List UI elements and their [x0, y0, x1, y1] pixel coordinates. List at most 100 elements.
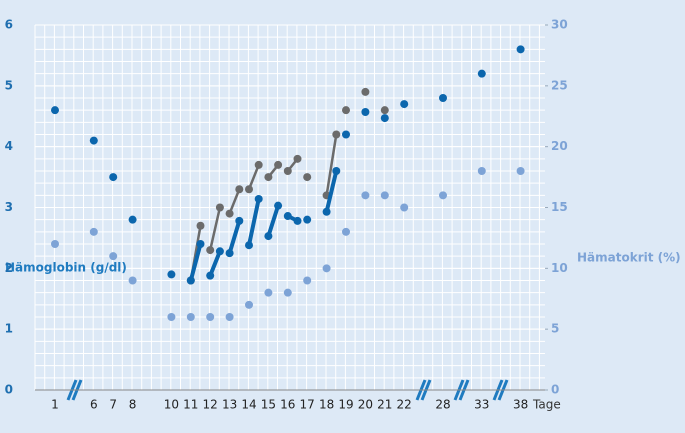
data-point	[293, 216, 302, 225]
y-tick-label: 1	[5, 322, 13, 336]
x-tick-label: 12	[203, 398, 218, 412]
data-point	[283, 288, 292, 297]
x-tick-label: 15	[261, 398, 276, 412]
grid	[34, 24, 545, 391]
data-point	[342, 106, 350, 115]
x-tick-label: 8	[129, 398, 137, 412]
x-tick-label: 38	[513, 398, 528, 412]
x-axis-label: Tage	[532, 398, 561, 412]
x-tick-label: 21	[377, 398, 392, 412]
x-tick-label: 6	[90, 398, 98, 412]
data-point	[293, 154, 302, 163]
x-tick-label: 11	[183, 398, 198, 412]
data-point	[380, 114, 389, 123]
data-point	[439, 94, 447, 102]
y-axis-label: Hämoglobin (g/dl)	[5, 261, 127, 275]
data-point	[274, 160, 283, 169]
data-point	[215, 247, 224, 256]
data-point	[51, 106, 59, 115]
y2-tick-label: 15	[551, 200, 568, 214]
y-tick-label: 5	[5, 78, 13, 92]
data-point	[128, 215, 137, 224]
data-point	[303, 173, 312, 182]
y2-tick-label: 5	[551, 322, 559, 336]
data-point	[303, 276, 312, 285]
data-point	[196, 221, 205, 230]
data-point	[225, 209, 234, 218]
data-point	[206, 313, 215, 321]
data-point	[322, 264, 331, 273]
data-point	[439, 191, 447, 200]
data-point	[361, 87, 370, 96]
data-point	[303, 215, 312, 224]
data-point	[245, 300, 253, 309]
data-point	[322, 207, 331, 216]
y2-tick-label: 25	[551, 78, 568, 92]
data-point	[380, 106, 389, 115]
data-point	[89, 227, 98, 236]
data-point	[186, 276, 195, 285]
data-point	[400, 203, 409, 212]
x-tick-label: 20	[358, 398, 373, 412]
data-point	[361, 107, 370, 116]
data-point	[109, 252, 118, 261]
x-tick-label: 19	[338, 398, 353, 412]
x-tick-label: 18	[319, 398, 334, 412]
data-point	[225, 313, 234, 321]
data-point	[245, 185, 253, 194]
x-tick-label: 14	[241, 398, 256, 412]
data-point	[235, 185, 244, 194]
data-point	[274, 201, 283, 210]
data-point	[254, 194, 263, 203]
data-point	[332, 167, 341, 175]
x-tick-label: 10	[164, 398, 179, 412]
x-tick-label: 33	[474, 398, 489, 412]
y-tick-label: 4	[5, 139, 13, 153]
data-point	[51, 240, 59, 248]
x-tick-label: 1	[51, 398, 59, 412]
data-point	[167, 270, 176, 279]
data-point	[516, 167, 525, 175]
y2-tick-label: 20	[551, 139, 568, 153]
x-tick-label: 16	[280, 398, 295, 412]
data-point	[283, 167, 292, 175]
data-point	[477, 167, 486, 175]
data-point	[332, 130, 341, 139]
data-point	[342, 130, 350, 139]
x-tick-label: 17	[300, 398, 315, 412]
y2-tick-label: 30	[551, 18, 568, 32]
data-point	[206, 246, 215, 255]
data-point	[361, 191, 370, 200]
data-point	[235, 216, 244, 225]
y2-axis-label: Hämatokrit (%)	[577, 251, 681, 265]
x-tick-label: 22	[397, 398, 412, 412]
y-tick-label: 3	[5, 200, 13, 214]
data-point	[283, 212, 292, 221]
y2-tick-label: 10	[551, 261, 568, 275]
x-tick-label: 13	[222, 398, 237, 412]
series-line	[208, 198, 299, 277]
data-point	[206, 271, 215, 280]
data-point	[128, 276, 137, 285]
data-point	[196, 240, 205, 248]
data-point	[264, 173, 273, 182]
data-point	[380, 191, 389, 200]
data-point	[254, 160, 263, 169]
x-tick-label: 28	[435, 398, 450, 412]
data-point	[516, 45, 525, 54]
data-point	[342, 227, 350, 236]
data-point	[186, 313, 195, 321]
series-line	[189, 134, 338, 281]
x-tick-label: 7	[109, 398, 117, 412]
data-point	[109, 173, 118, 182]
y-tick-label: 6	[5, 18, 13, 32]
data-point	[477, 69, 486, 78]
y-tick-label: 2	[5, 261, 13, 275]
data-point	[215, 203, 224, 212]
data-point	[400, 100, 409, 109]
data-point	[225, 249, 234, 258]
data-point	[264, 232, 273, 241]
y2-tick-label: 0	[551, 383, 559, 397]
